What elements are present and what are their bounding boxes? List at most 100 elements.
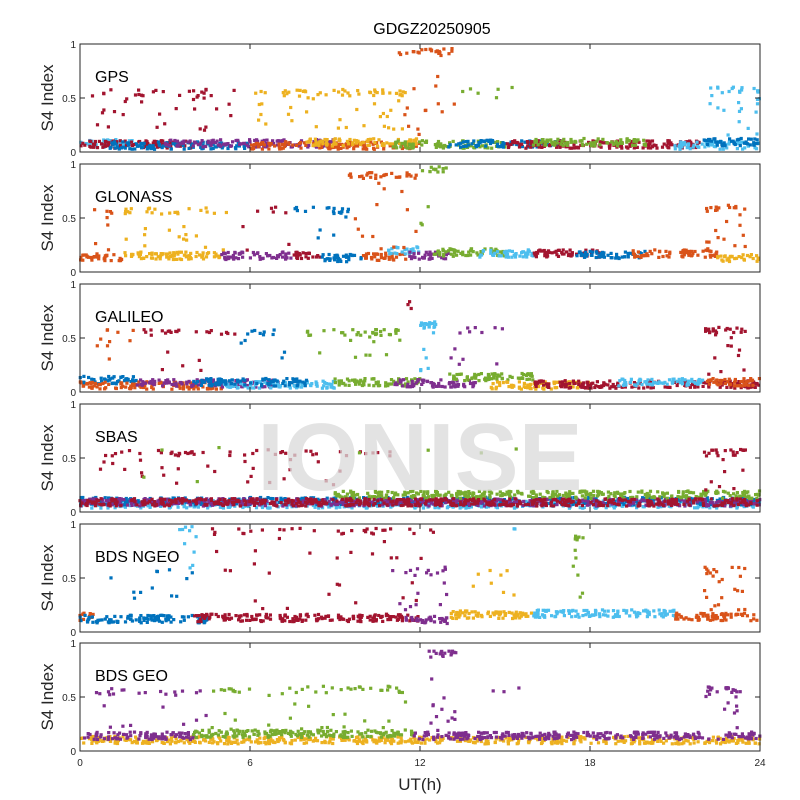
data-point xyxy=(703,497,707,501)
data-point xyxy=(715,506,719,510)
data-point xyxy=(581,506,585,510)
data-point xyxy=(185,380,189,384)
data-point xyxy=(302,141,307,145)
data-point xyxy=(420,143,424,147)
data-point xyxy=(178,93,182,97)
data-point xyxy=(739,136,743,141)
data-point xyxy=(543,254,547,258)
data-point xyxy=(448,141,452,145)
data-point xyxy=(464,140,469,144)
data-point xyxy=(510,375,514,379)
data-point xyxy=(695,140,699,144)
data-point xyxy=(610,385,614,389)
data-point xyxy=(245,378,249,382)
data-point xyxy=(513,255,518,259)
data-point xyxy=(504,252,508,256)
data-point xyxy=(424,139,429,143)
data-point xyxy=(518,142,522,147)
data-point xyxy=(86,381,90,386)
data-point xyxy=(202,91,206,95)
data-point xyxy=(311,503,315,508)
data-point xyxy=(429,501,433,505)
data-point xyxy=(139,382,143,386)
data-point xyxy=(717,325,721,329)
data-point xyxy=(400,127,404,131)
data-point xyxy=(632,252,636,256)
data-point xyxy=(646,385,650,389)
data-point xyxy=(166,350,170,354)
data-point xyxy=(560,383,565,387)
data-point xyxy=(602,255,606,259)
data-point xyxy=(651,383,655,387)
data-point xyxy=(737,120,741,124)
data-point xyxy=(469,247,473,251)
data-point xyxy=(207,500,211,504)
data-point xyxy=(164,252,169,256)
data-point xyxy=(577,382,581,386)
data-point xyxy=(331,210,336,214)
data-point xyxy=(124,377,128,381)
data-point xyxy=(192,140,196,144)
data-point xyxy=(304,251,308,256)
data-point xyxy=(673,147,677,151)
data-point xyxy=(410,379,414,383)
data-point xyxy=(316,236,320,240)
data-point xyxy=(737,137,741,141)
data-point xyxy=(79,255,83,259)
data-point xyxy=(437,506,441,510)
data-point xyxy=(648,489,653,493)
data-point xyxy=(733,244,737,248)
data-point xyxy=(262,145,266,149)
data-point xyxy=(433,320,437,324)
data-point xyxy=(634,139,638,143)
data-point xyxy=(150,381,155,385)
data-point xyxy=(207,330,212,335)
data-point xyxy=(438,51,442,55)
data-point xyxy=(500,377,504,381)
data-point xyxy=(753,146,757,150)
data-point xyxy=(474,145,479,149)
data-point xyxy=(327,505,331,509)
data-point xyxy=(116,503,121,507)
data-point xyxy=(682,499,686,503)
data-point xyxy=(118,143,122,147)
data-point xyxy=(459,372,463,376)
data-point xyxy=(495,142,500,146)
data-point xyxy=(104,386,108,390)
data-point xyxy=(440,110,444,114)
data-point xyxy=(501,141,505,145)
data-point xyxy=(684,248,688,252)
data-point xyxy=(753,385,757,389)
data-point xyxy=(214,254,218,258)
data-point xyxy=(651,386,655,390)
data-point xyxy=(289,105,293,110)
data-point xyxy=(620,146,624,150)
data-point xyxy=(325,386,329,390)
data-point xyxy=(100,111,105,115)
data-point xyxy=(496,497,500,501)
data-point xyxy=(205,252,209,256)
data-point xyxy=(690,379,694,383)
data-point xyxy=(167,506,172,510)
data-point xyxy=(649,386,653,390)
data-point xyxy=(376,504,380,508)
data-point xyxy=(305,110,309,114)
data-point xyxy=(390,171,394,175)
data-point xyxy=(612,142,616,146)
data-point xyxy=(601,252,605,257)
data-point xyxy=(388,142,392,146)
data-point xyxy=(739,107,743,111)
data-point xyxy=(243,378,247,382)
data-point xyxy=(231,256,235,260)
data-point xyxy=(186,140,190,144)
data-point xyxy=(555,503,559,507)
data-point xyxy=(395,383,399,387)
data-point xyxy=(123,99,127,104)
data-point xyxy=(461,89,465,94)
data-point xyxy=(395,146,399,150)
data-point xyxy=(505,380,509,384)
data-point xyxy=(149,256,154,260)
data-point xyxy=(369,255,374,260)
data-point xyxy=(132,379,136,383)
data-point xyxy=(642,138,646,142)
